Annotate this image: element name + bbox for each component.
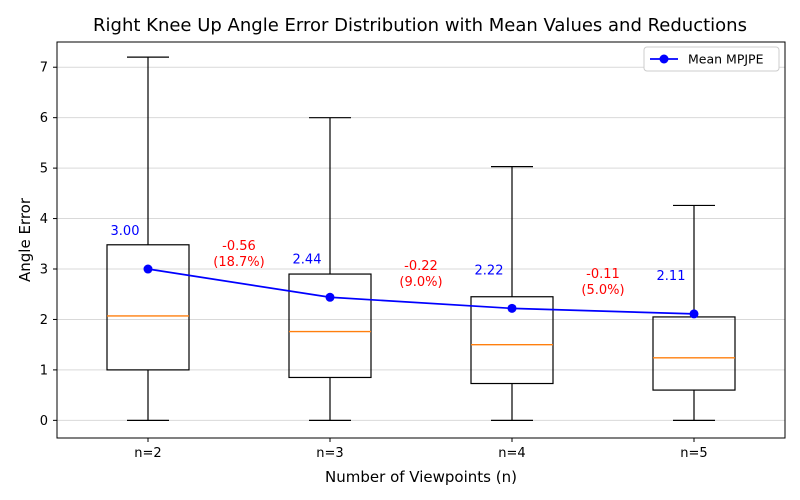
- y-tick-label: 6: [40, 111, 48, 126]
- reduction-percent-label: (9.0%): [399, 275, 442, 290]
- box-iqr: [106, 244, 190, 371]
- legend-marker-swatch: [659, 54, 669, 64]
- x-tick-label: n=5: [680, 446, 707, 461]
- box-iqr: [470, 296, 554, 385]
- y-tick-label: 0: [40, 414, 48, 429]
- box-group: [470, 166, 554, 421]
- y-tick-label: 3: [40, 263, 48, 278]
- legend-box: [643, 46, 780, 72]
- reduction-percent-label: (18.7%): [213, 255, 264, 270]
- mean-line: [147, 268, 695, 315]
- x-tick-label: n=4: [498, 446, 525, 461]
- reduction-percent-label: (5.0%): [581, 283, 624, 298]
- mean-point: [143, 264, 153, 274]
- legend: Mean MPJPE: [643, 46, 780, 72]
- x-tick-label: n=3: [316, 446, 343, 461]
- legend-label: Mean MPJPE: [688, 52, 764, 67]
- y-tick-label: 5: [40, 162, 48, 177]
- y-tick-label: 4: [40, 212, 48, 227]
- y-tick-label: 7: [40, 61, 48, 76]
- box-iqr: [652, 316, 736, 391]
- mean-value-label: 2.11: [657, 269, 686, 284]
- mean-point: [507, 303, 517, 313]
- mean-point: [325, 292, 335, 302]
- reduction-delta-label: -0.22: [404, 259, 438, 274]
- x-tick-label: n=2: [134, 446, 161, 461]
- chart-title: Right Knee Up Angle Error Distribution w…: [93, 15, 747, 36]
- y-tick-label: 2: [40, 313, 48, 328]
- mean-point: [689, 309, 699, 319]
- mean-value-label: 2.22: [475, 263, 504, 278]
- y-axis-label: Angle Error: [16, 197, 34, 282]
- mean-value-label: 2.44: [293, 252, 322, 267]
- y-tick-label: 1: [40, 363, 48, 378]
- box-iqr: [288, 273, 372, 379]
- reduction-delta-label: -0.11: [586, 267, 620, 282]
- box-group: [288, 117, 372, 421]
- reduction-delta-label: -0.56: [222, 239, 256, 254]
- box-group: [106, 56, 190, 421]
- x-axis-label: Number of Viewpoints (n): [325, 468, 517, 486]
- box-group: [652, 204, 736, 421]
- plot-frame: [56, 41, 786, 439]
- mean-value-label: 3.00: [111, 224, 140, 239]
